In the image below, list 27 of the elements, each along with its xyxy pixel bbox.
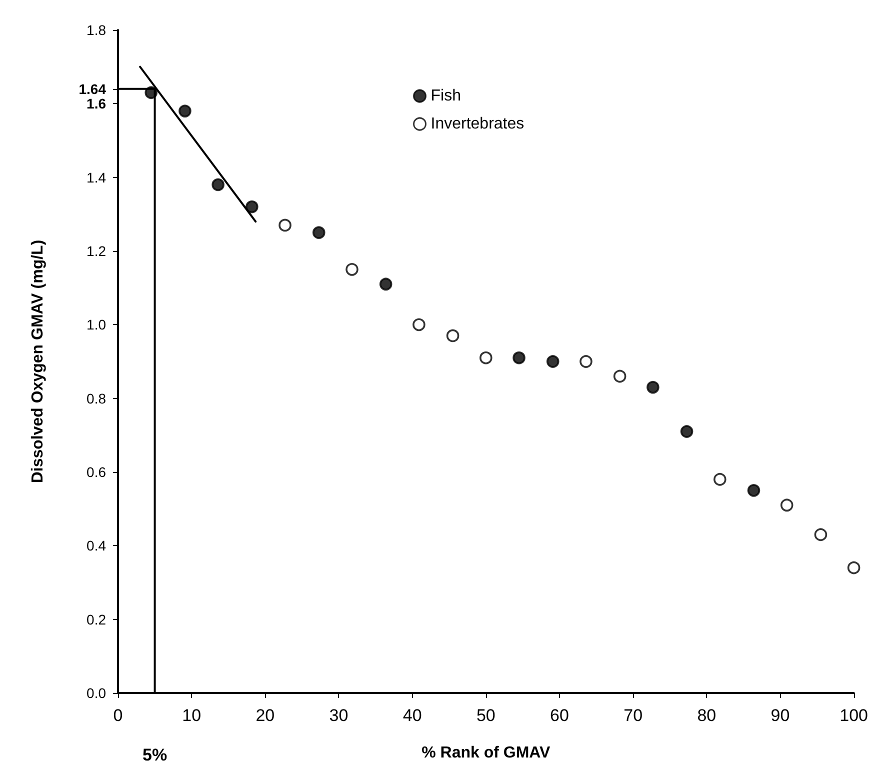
- x-tick-label: 20: [256, 706, 275, 725]
- y-tick-label: 0.2: [86, 611, 106, 628]
- y-tick-label: 1.6: [86, 96, 106, 112]
- x-axis-title: % Rank of GMAV: [422, 744, 551, 762]
- x-tick-label: 30: [329, 706, 348, 725]
- x-tick-label: 70: [624, 706, 643, 725]
- x-tick-label: 40: [402, 706, 422, 725]
- legend-label: Invertebrates: [430, 116, 524, 132]
- x-tick-label: 80: [697, 706, 716, 725]
- x-tick-label: 0: [113, 706, 123, 725]
- y-tick-label: 0.8: [86, 390, 106, 406]
- y-tick-label: 1.4: [86, 169, 106, 186]
- x-tick-label: 100: [840, 706, 868, 725]
- y-tick-label: 1.0: [86, 316, 106, 333]
- y-tick-label: 1.8: [86, 22, 106, 38]
- x-tick-label: 50: [476, 706, 496, 725]
- y-tick-label: 0.0: [86, 685, 106, 701]
- y-tick-label: 1.64: [78, 80, 106, 97]
- y-tick-label: 1.2: [86, 243, 106, 259]
- x-tick-label: 60: [550, 706, 569, 725]
- legend-label: Fish: [430, 88, 461, 104]
- y-axis-title: Dissolved Oxygen GMAV (mg/L): [30, 240, 46, 484]
- y-tick-label: 0.6: [86, 464, 106, 480]
- y-tick-label: 0.4: [86, 538, 106, 554]
- x-tick-label: 10: [182, 706, 202, 725]
- x-tick-label: 90: [770, 706, 790, 725]
- text: 5%: [142, 746, 168, 764]
